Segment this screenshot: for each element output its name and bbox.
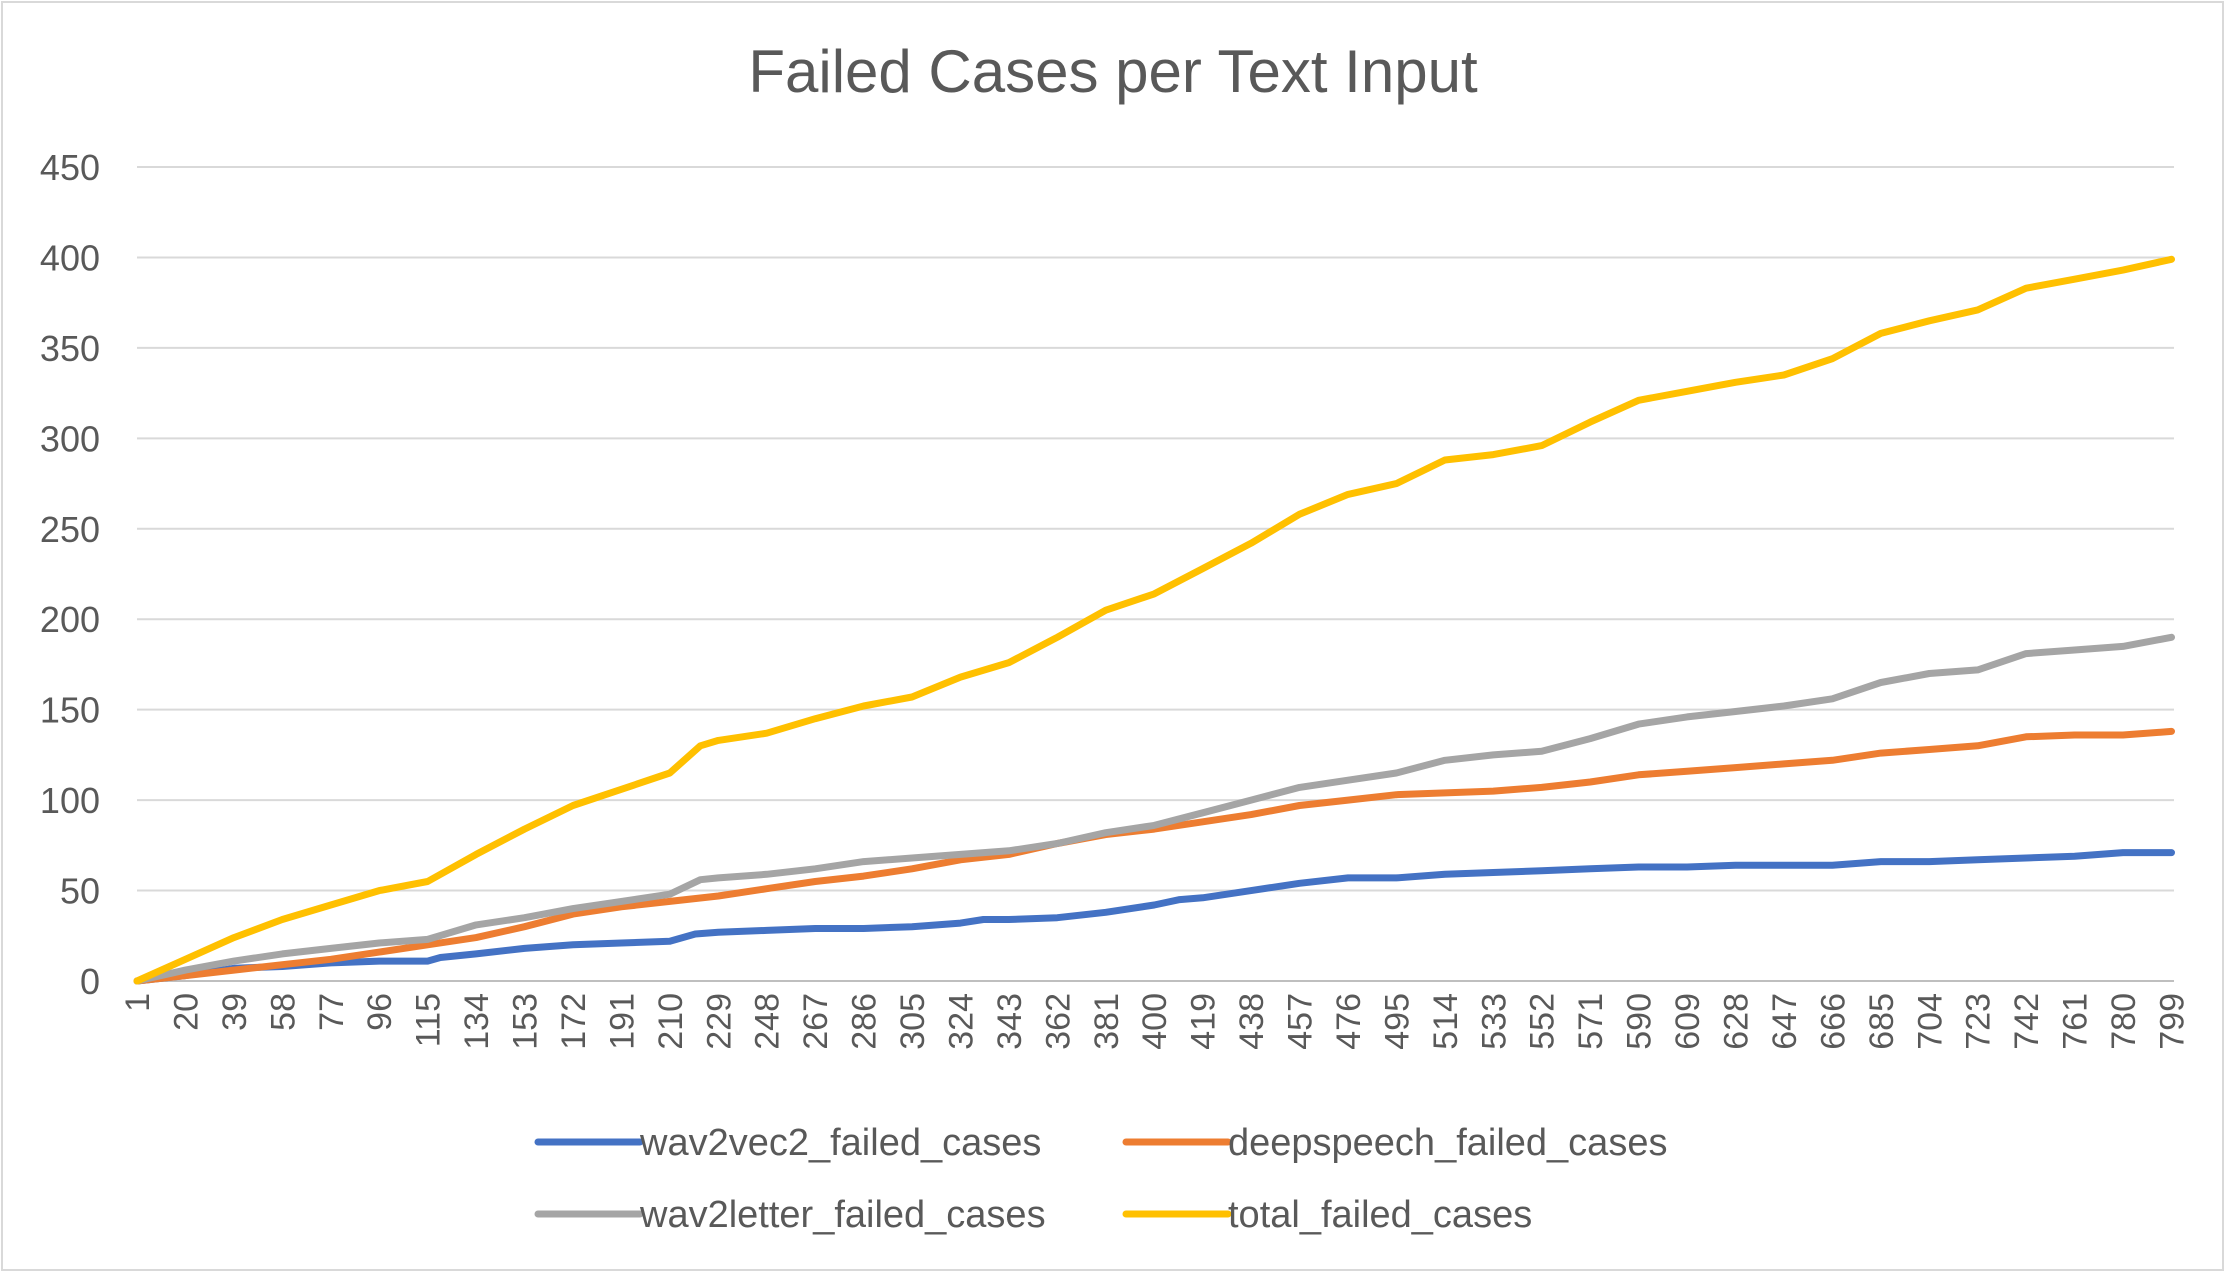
- legend-label: wav2letter_failed_cases: [639, 1194, 1046, 1236]
- y-tick-label: 150: [40, 690, 100, 731]
- x-tick-label: 58: [264, 993, 302, 1031]
- x-tick-label: 780: [2105, 993, 2143, 1050]
- x-tick-label: 286: [846, 993, 884, 1050]
- x-tick-label: 229: [700, 993, 738, 1050]
- x-tick-label: 248: [749, 993, 787, 1050]
- x-tick-label: 495: [1378, 993, 1416, 1050]
- legend-item: total_failed_cases: [1122, 1194, 1532, 1236]
- legend-label: deepspeech_failed_cases: [1228, 1122, 1667, 1164]
- x-tick-label: 324: [942, 993, 980, 1050]
- x-tick-label: 571: [1572, 993, 1610, 1050]
- x-tick-label: 115: [410, 993, 448, 1047]
- x-tick-label: 39: [216, 993, 254, 1031]
- x-tick-label: 400: [1136, 993, 1174, 1050]
- x-tick-label: 628: [1717, 993, 1755, 1050]
- x-tick-label: 305: [894, 993, 932, 1050]
- x-tick-label: 20: [167, 993, 205, 1031]
- series-line-total_failed_cases: [133, 255, 2175, 985]
- x-tick-label: 362: [1039, 993, 1077, 1050]
- x-tick-label: 191: [603, 993, 641, 1050]
- x-tick-label: 742: [2008, 993, 2046, 1050]
- legend-item: wav2vec2_failed_cases: [534, 1122, 1041, 1164]
- x-tick-label: 533: [1475, 993, 1513, 1050]
- y-tick-label: 400: [40, 237, 100, 278]
- x-tick-label: 438: [1233, 993, 1271, 1050]
- x-tick-label: 647: [1766, 993, 1804, 1050]
- series-lines: [133, 255, 2175, 985]
- x-tick-label: 172: [555, 993, 593, 1050]
- y-tick-label: 300: [40, 418, 100, 459]
- x-tick-label: 267: [797, 993, 835, 1050]
- series-line-wav2vec2_failed_cases: [133, 849, 2175, 985]
- x-tick-label: 96: [361, 993, 399, 1031]
- x-tick-label: 685: [1863, 993, 1901, 1050]
- x-tick-label: 723: [1960, 993, 1998, 1050]
- series-line-wav2letter_failed_cases: [133, 633, 2175, 985]
- x-tick-label: 381: [1088, 993, 1126, 1050]
- legend-item: deepspeech_failed_cases: [1122, 1122, 1667, 1164]
- x-tick-label: 704: [1911, 993, 1949, 1050]
- series-line-deepspeech_failed_cases: [133, 727, 2175, 985]
- x-tick-label: 1: [119, 993, 157, 1012]
- x-tick-label: 609: [1669, 993, 1707, 1050]
- x-tick-label: 153: [507, 993, 545, 1050]
- x-tick-label: 590: [1621, 993, 1659, 1050]
- legend-label: total_failed_cases: [1228, 1194, 1532, 1236]
- y-axis-ticks: 0 50 100 150 200 250 300 350 400 450: [40, 147, 100, 1002]
- x-tick-label: 666: [1814, 993, 1852, 1050]
- x-tick-label: 476: [1330, 993, 1368, 1050]
- y-tick-label: 100: [40, 780, 100, 821]
- x-tick-label: 761: [2057, 993, 2095, 1050]
- legend-label: wav2vec2_failed_cases: [639, 1122, 1041, 1164]
- y-tick-label: 450: [40, 147, 100, 188]
- x-tick-label: 514: [1427, 993, 1465, 1050]
- y-tick-label: 50: [60, 871, 100, 912]
- y-tick-label: 200: [40, 599, 100, 640]
- x-tick-label: 552: [1524, 993, 1562, 1050]
- x-tick-label: 457: [1282, 993, 1320, 1050]
- gridlines: [137, 166, 2174, 982]
- x-tick-label: 419: [1185, 993, 1223, 1050]
- x-tick-label: 343: [991, 993, 1029, 1050]
- x-tick-label: 210: [652, 993, 690, 1050]
- x-tick-label: 134: [458, 993, 496, 1050]
- legend-item: wav2letter_failed_cases: [534, 1194, 1046, 1236]
- x-axis-ticks: 1 20 39 58 77 96 115 134 153 172 191 210 229 248 267 28…: [119, 993, 2191, 1050]
- y-tick-label: 350: [40, 328, 100, 369]
- y-tick-label: 0: [80, 961, 100, 1002]
- chart-title: Failed Cases per Text Input: [748, 38, 1478, 105]
- x-tick-label: 799: [2153, 993, 2191, 1050]
- legend: wav2vec2_failed_cases deepspeech_failed_c…: [534, 1122, 1667, 1236]
- x-tick-label: 77: [313, 993, 351, 1031]
- y-tick-label: 250: [40, 509, 100, 550]
